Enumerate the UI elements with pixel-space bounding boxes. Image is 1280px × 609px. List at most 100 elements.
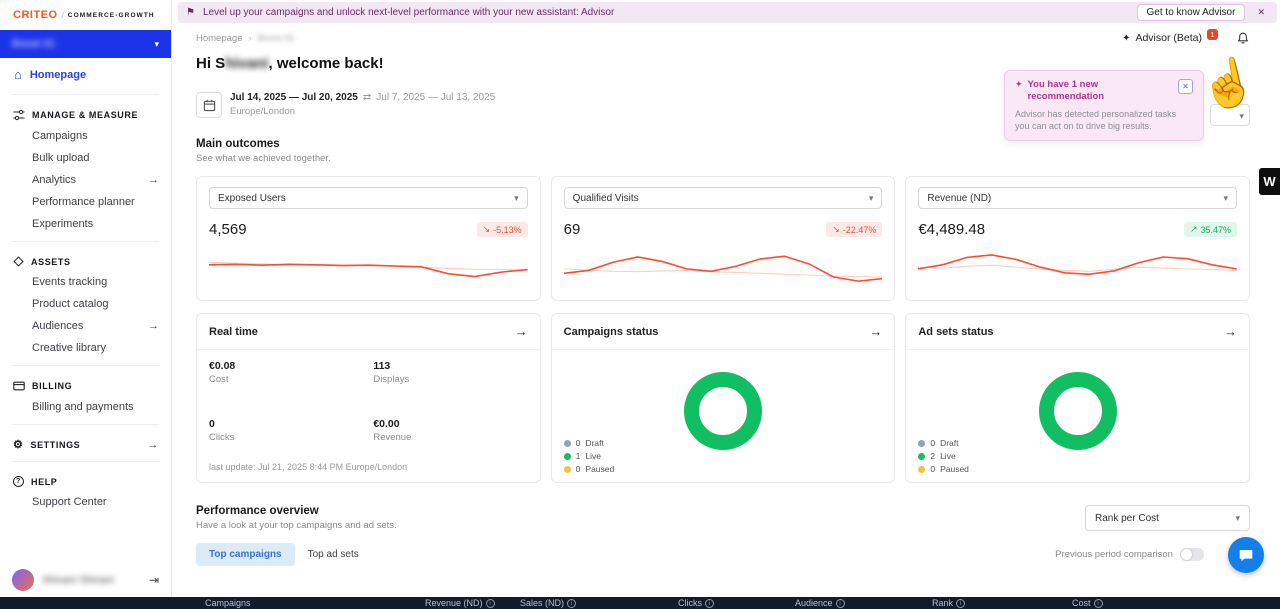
hidden-dropdown[interactable] [1210, 104, 1250, 126]
notification-count-badge: 1 [1207, 28, 1218, 40]
account-name: Boost IG [12, 38, 55, 50]
column-header[interactable]: Revenue (ND) [425, 597, 495, 609]
campaigns-table-header: Campaigns Revenue (ND) Sales (ND) Clicks… [0, 597, 1280, 609]
criteo-logo: CRITEO [13, 9, 58, 21]
sidebar-item-events-tracking[interactable]: Events tracking [0, 271, 171, 293]
sidebar-section-assets[interactable]: ASSETS [0, 242, 171, 271]
sidebar-item-support-center[interactable]: Support Center [0, 491, 171, 513]
sidebar-item-label: Performance planner [32, 196, 135, 208]
sidebar: CRITEO / COMMERCE-GROWTH Boost IG ⌂ Home… [0, 0, 172, 609]
banner-text: Level up your campaigns and unlock next-… [202, 7, 615, 18]
sidebar-item-analytics[interactable]: Analytics [0, 169, 171, 191]
metric-value: €4,489.48 [918, 221, 986, 238]
chevron-down-icon [869, 193, 874, 204]
chat-widget-button[interactable] [1228, 537, 1264, 573]
stat-clicks: 0 Clicks [209, 417, 235, 443]
sidebar-item-label: Support Center [32, 496, 107, 508]
comparison-toggle[interactable] [1179, 548, 1204, 561]
last-update-text: last update: Jul 21, 2025 8:44 PM Europe… [209, 462, 408, 472]
sidebar-item-homepage[interactable]: ⌂ Homepage [0, 58, 171, 88]
account-selector[interactable]: Boost IG [0, 30, 171, 58]
sidebar-section-billing[interactable]: BILLING [0, 366, 171, 396]
sparkle-icon: ✦ [1122, 32, 1131, 44]
section-header-label: SETTINGS [30, 440, 81, 450]
arrow-right-icon [148, 174, 159, 186]
bell-icon[interactable] [1236, 31, 1250, 45]
tab-top-ad-sets[interactable]: Top ad sets [307, 549, 359, 560]
metric-value: 4,569 [209, 221, 247, 238]
tab-top-campaigns[interactable]: Top campaigns [196, 543, 295, 566]
metric-selector[interactable]: Qualified Visits [563, 187, 883, 209]
timezone-text: Europe/London [230, 106, 295, 117]
sidebar-item-performance-planner[interactable]: Performance planner [0, 191, 171, 213]
help-icon [13, 476, 24, 487]
sidebar-item-label: Product catalog [32, 298, 109, 310]
arrow-right-icon[interactable] [1224, 324, 1237, 339]
previous-period-comparison-label: Previous period comparison [1055, 549, 1173, 560]
pointing-hand-cursor: ☝ [1193, 51, 1261, 115]
divider [12, 94, 159, 95]
trend-up-icon [1190, 224, 1198, 235]
metric-selector-value: Exposed Users [218, 192, 286, 204]
user-name: Shivani Shivani [42, 574, 114, 586]
sidebar-item-product-catalog[interactable]: Product catalog [0, 293, 171, 315]
metric-card-qualified-visits: Qualified Visits 69 -22.47% [550, 176, 896, 301]
user-profile-row[interactable]: Shivani Shivani ⇥ [0, 561, 171, 609]
calendar-icon[interactable] [196, 92, 222, 118]
metric-value: 69 [563, 221, 581, 238]
chevron-down-icon [1235, 513, 1240, 524]
sidebar-item-label: Audiences [32, 320, 84, 332]
chevron-down-icon [1239, 106, 1244, 124]
card-title: Ad sets status [918, 325, 994, 338]
advisor-beta-button[interactable]: ✦ Advisor (Beta) 1 [1122, 28, 1218, 44]
advisor-label: Advisor (Beta) [1135, 32, 1202, 44]
sidebar-item-bulk-upload[interactable]: Bulk upload [0, 147, 171, 169]
arrow-right-icon[interactable] [869, 324, 882, 339]
close-icon[interactable] [1178, 79, 1193, 94]
rank-select-value: Rank per Cost [1095, 512, 1159, 524]
draft-dot-icon [918, 439, 926, 447]
logo-product-name: COMMERCE-GROWTH [67, 12, 155, 19]
column-header[interactable]: Rank [932, 597, 966, 609]
close-icon[interactable] [1253, 7, 1269, 18]
sidebar-item-audiences[interactable]: Audiences [0, 315, 171, 337]
sidebar-section-help[interactable]: HELP [0, 462, 171, 491]
breadcrumb-home[interactable]: Homepage [196, 32, 243, 44]
info-icon [1093, 599, 1103, 608]
sidebar-item-billing-and-payments[interactable]: Billing and payments [0, 396, 171, 418]
sidebar-item-creative-library[interactable]: Creative library [0, 337, 171, 359]
column-header[interactable]: Sales (ND) [520, 597, 577, 609]
sidebar-section-settings[interactable]: ⚙ SETTINGS [0, 425, 171, 455]
column-header[interactable]: Clicks [678, 597, 714, 609]
rank-select[interactable]: Rank per Cost [1085, 505, 1250, 531]
metric-card-exposed-users: Exposed Users 4,569 -5.13% [196, 176, 541, 301]
get-to-know-advisor-button[interactable]: Get to know Advisor [1136, 4, 1246, 21]
arrow-right-icon [148, 320, 159, 332]
column-header[interactable]: Audience [795, 597, 845, 609]
section-header-label: HELP [31, 476, 58, 487]
stat-displays: 113 Displays [373, 360, 410, 385]
date-range-picker[interactable]: Jul 14, 2025 — Jul 20, 2025 ⇄ Jul 7, 202… [196, 92, 1250, 118]
metric-selector[interactable]: Revenue (ND) [918, 187, 1238, 209]
info-icon [835, 599, 845, 608]
sidebar-item-label: Billing and payments [32, 401, 134, 413]
sidebar-section-manage-measure[interactable]: MANAGE & MEASURE [0, 95, 171, 125]
change-badge: -22.47% [826, 222, 883, 237]
info-icon [705, 599, 714, 608]
popup-title: You have 1 new recommendation [1027, 79, 1105, 103]
breadcrumb-separator [248, 33, 251, 44]
column-header[interactable]: Campaigns [205, 598, 251, 608]
sidebar-item-experiments[interactable]: Experiments [0, 213, 171, 235]
credit-card-icon [13, 381, 25, 391]
metric-selector[interactable]: Exposed Users [209, 187, 528, 209]
feedback-widget-tab[interactable]: W [1259, 168, 1280, 195]
app-logo: CRITEO / COMMERCE-GROWTH [0, 0, 171, 30]
sidebar-item-campaigns[interactable]: Campaigns [0, 125, 171, 147]
collapse-sidebar-icon[interactable]: ⇥ [148, 573, 159, 587]
arrow-right-icon [147, 439, 159, 451]
arrow-right-icon[interactable] [515, 324, 528, 339]
advisor-recommendation-popup: ✦ You have 1 new recommendation Advisor … [1004, 70, 1204, 141]
column-header[interactable]: Cost [1072, 597, 1103, 609]
popup-body: Advisor has detected personalized tasks … [1015, 108, 1177, 131]
